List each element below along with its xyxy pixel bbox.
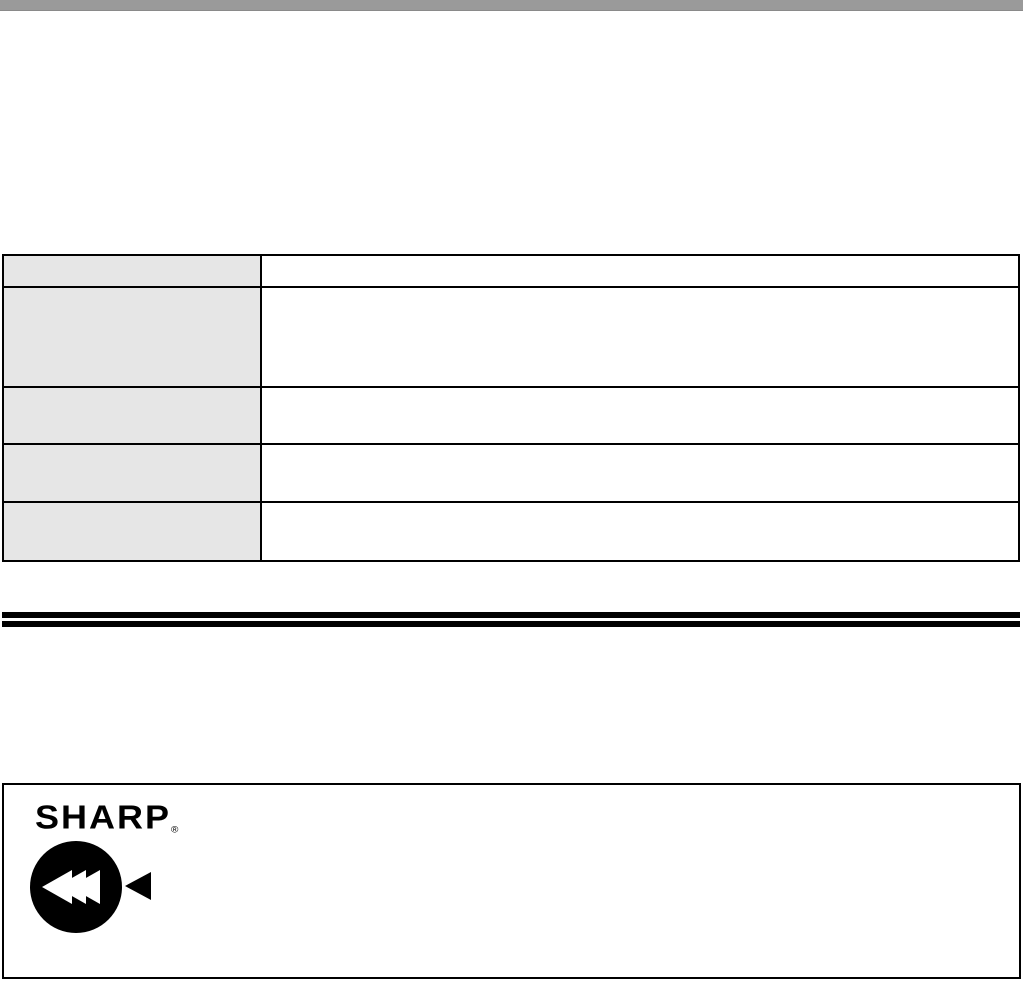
table-row — [4, 445, 1018, 503]
table-value-cell — [262, 503, 1018, 560]
table-label-cell — [4, 503, 262, 560]
table-label-cell — [4, 445, 262, 501]
sharp-logo: SHARP® — [35, 801, 178, 835]
divider-gap — [2, 618, 1020, 621]
table-row — [4, 256, 1018, 288]
brand-text: SHARP — [35, 798, 172, 836]
table-label-cell — [4, 388, 262, 443]
left-triangle-icon — [125, 872, 151, 900]
footer-box: SHARP® — [2, 783, 1021, 979]
section-divider — [2, 612, 1020, 627]
table-value-cell — [262, 388, 1018, 443]
table-value-cell — [262, 445, 1018, 501]
divider-line-top — [2, 612, 1020, 618]
fast-rewind-circle-icon — [30, 840, 155, 936]
table-row — [4, 503, 1018, 560]
top-gray-bar — [0, 0, 1023, 11]
table-row — [4, 388, 1018, 445]
divider-line-bottom — [2, 621, 1020, 627]
table-label-cell — [4, 288, 262, 386]
registered-mark: ® — [171, 824, 179, 836]
table-value-cell — [262, 256, 1018, 286]
table-label-cell — [4, 256, 262, 286]
spec-table — [2, 254, 1020, 562]
table-row — [4, 288, 1018, 388]
table-value-cell — [262, 288, 1018, 386]
